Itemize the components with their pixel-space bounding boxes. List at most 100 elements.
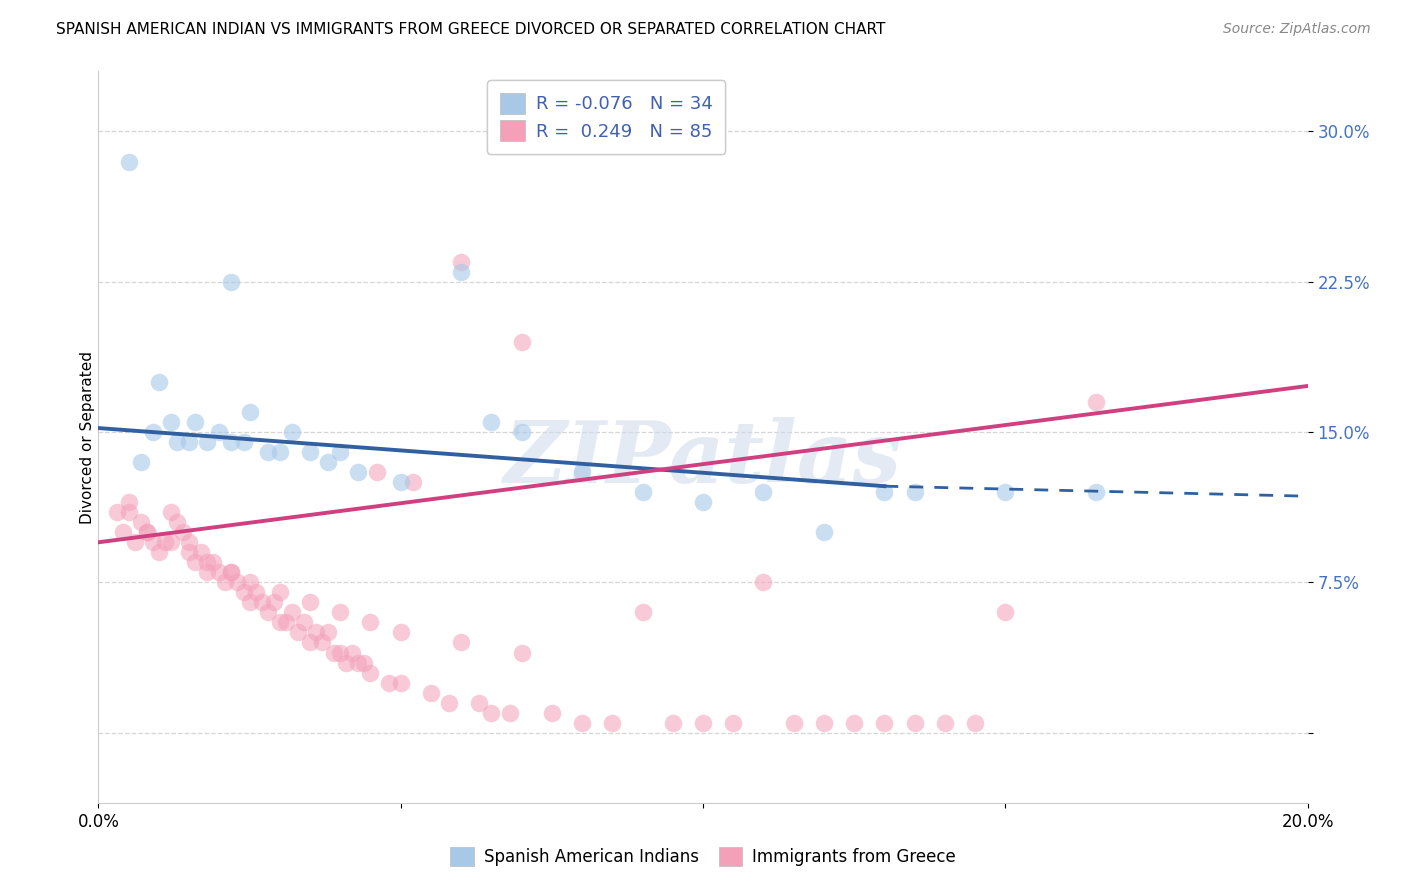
Point [124, 535, 146, 549]
Point [160, 535, 183, 549]
Point [226, 575, 249, 590]
Point [510, 334, 533, 349]
Point [166, 435, 188, 450]
Point [353, 656, 375, 670]
Point [239, 405, 262, 419]
Point [190, 545, 212, 559]
Point [389, 475, 412, 490]
Point [179, 535, 201, 549]
Point [195, 566, 218, 580]
Point [239, 575, 262, 590]
Point [450, 635, 472, 649]
Point [281, 606, 304, 620]
Point [208, 566, 231, 580]
Point [118, 154, 141, 169]
Point [602, 715, 624, 730]
Point [813, 715, 835, 730]
Point [631, 606, 654, 620]
Point [135, 525, 157, 540]
Point [377, 675, 399, 690]
Point [783, 715, 806, 730]
Point [342, 646, 364, 660]
Point [631, 485, 654, 500]
Point [153, 535, 176, 549]
Point [160, 415, 183, 429]
Point [481, 415, 503, 429]
Point [179, 545, 201, 559]
Point [723, 715, 745, 730]
Point [1085, 485, 1108, 500]
Text: ZIPatlas: ZIPatlas [503, 417, 903, 500]
Text: Source: ZipAtlas.com: Source: ZipAtlas.com [1223, 22, 1371, 37]
Point [347, 656, 370, 670]
Point [214, 575, 236, 590]
Point [329, 445, 352, 459]
Point [111, 525, 134, 540]
Point [366, 465, 388, 479]
Point [172, 525, 194, 540]
Point [450, 254, 472, 268]
Point [540, 706, 562, 720]
Point [316, 625, 339, 640]
Point [692, 715, 714, 730]
Point [965, 715, 987, 730]
Point [184, 415, 207, 429]
Point [323, 646, 346, 660]
Point [360, 665, 382, 680]
Point [208, 425, 231, 439]
Point [129, 455, 152, 469]
Point [299, 595, 322, 609]
Point [994, 485, 1017, 500]
Point [269, 615, 291, 630]
Point [250, 595, 273, 609]
Y-axis label: Divorced or Separated: Divorced or Separated [80, 351, 94, 524]
Point [299, 445, 322, 459]
Point [269, 445, 291, 459]
Point [510, 646, 533, 660]
Point [263, 595, 285, 609]
Point [142, 535, 165, 549]
Point [274, 615, 297, 630]
Point [1085, 395, 1108, 409]
Point [873, 485, 896, 500]
Point [329, 606, 352, 620]
Point [571, 465, 593, 479]
Point [305, 625, 328, 640]
Point [316, 455, 339, 469]
Point [239, 595, 262, 609]
Point [160, 505, 183, 519]
Point [510, 425, 533, 439]
Point [184, 555, 207, 569]
Point [347, 465, 370, 479]
Point [148, 375, 170, 389]
Point [360, 615, 382, 630]
Legend: R = -0.076   N = 34, R =  0.249   N = 85: R = -0.076 N = 34, R = 0.249 N = 85 [486, 80, 725, 153]
Point [129, 515, 152, 529]
Point [468, 696, 491, 710]
Point [994, 606, 1017, 620]
Point [221, 566, 243, 580]
Point [166, 515, 188, 529]
Point [402, 475, 425, 490]
Point [281, 425, 304, 439]
Point [287, 625, 309, 640]
Point [934, 715, 956, 730]
Point [135, 525, 157, 540]
Point [752, 485, 775, 500]
Point [256, 445, 278, 459]
Point [904, 485, 927, 500]
Point [661, 715, 683, 730]
Point [389, 625, 412, 640]
Point [269, 585, 291, 599]
Point [221, 566, 243, 580]
Point [179, 435, 201, 450]
Point [498, 706, 520, 720]
Point [195, 435, 218, 450]
Point [142, 425, 165, 439]
Point [813, 525, 835, 540]
Point [232, 435, 254, 450]
Point [221, 435, 243, 450]
Point [202, 555, 225, 569]
Text: SPANISH AMERICAN INDIAN VS IMMIGRANTS FROM GREECE DIVORCED OR SEPARATED CORRELAT: SPANISH AMERICAN INDIAN VS IMMIGRANTS FR… [56, 22, 886, 37]
Point [105, 505, 128, 519]
